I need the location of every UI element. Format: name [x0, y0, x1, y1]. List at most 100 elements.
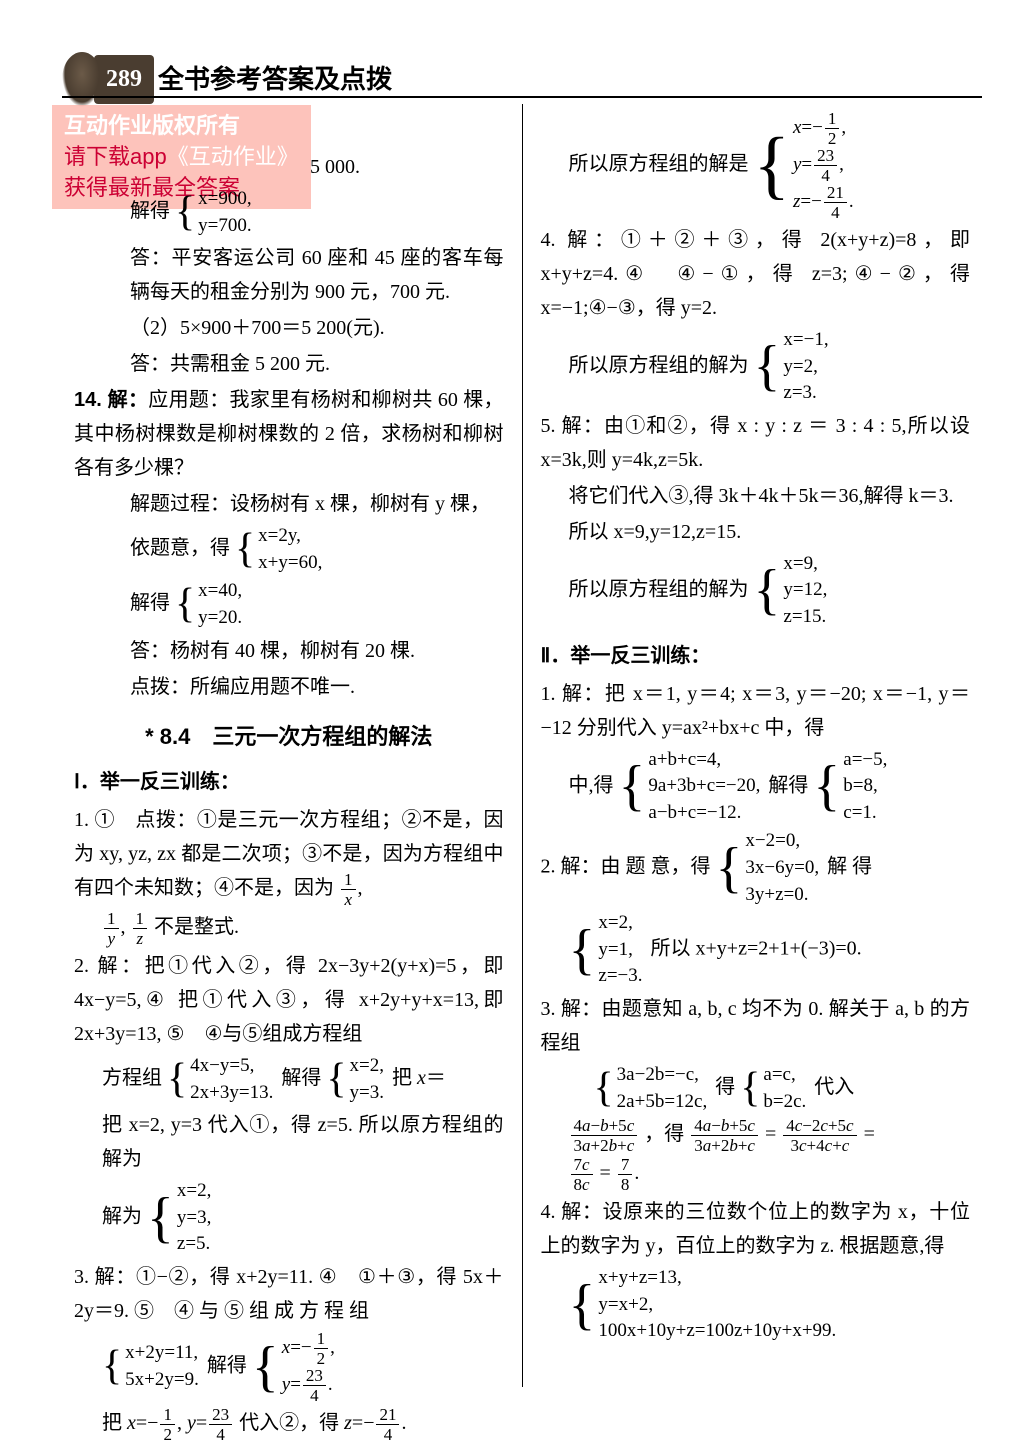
q14-d-text: 解得 [130, 593, 170, 615]
t1-3-mid: 解得 [207, 1355, 247, 1377]
t2-3b: ，得 [644, 1123, 684, 1145]
brace-row: 3x−6y=0, [745, 855, 819, 882]
brace-row: x+2y=11, [125, 1340, 199, 1367]
t2-1-braces: 中,得 { a+b+c=4, 9a+3b+c=−20, a−b+c=−12. 解… [541, 747, 971, 827]
brace-row: y=2, [783, 354, 828, 381]
t1-2a: 2. 解：把①代入②，得 2x−3y+2(y+x)=5，即 4x−y=5,④ 把… [74, 955, 504, 1045]
answer-2: 答：共需租金 5 200 元. [74, 347, 504, 381]
q14-d: 解得 { x=40, y=20. [74, 578, 504, 631]
brace-row: y=3. [350, 1080, 384, 1107]
header-badge: 289 全书参考答案及点拨 [62, 52, 392, 107]
brace-row: x=900, [198, 186, 251, 213]
brace-row: z=5. [177, 1231, 211, 1258]
r0-text: 所以原方程组的解是 [569, 153, 749, 175]
t1-3: 3. 解：①−②，得 x+2y=11. ④ ①＋③，得 5x＋2y＝9. ⑤ ④… [74, 1260, 504, 1328]
section-8-4-title: * 8.4 三元一次方程组的解法 [74, 718, 504, 755]
calc-2: （2）5×900＋700＝5 200(元). [74, 311, 504, 345]
wm-under-value: 5 000. [310, 156, 360, 178]
brace-row: 3a−2b=−c, [617, 1062, 708, 1089]
brace-row: 100x+10y+z=100z+10y+x+99. [598, 1318, 836, 1345]
t2-1-mid: 解得 [768, 774, 808, 796]
t1-1: 1. ① 点拨：①是三元一次方程组；②不是，因为 xy, yz, zx 都是二次… [74, 803, 504, 908]
brace-row: x=40, [198, 578, 242, 605]
brace-row: y=12, [783, 577, 827, 604]
r5d-text: 所以原方程组的解为 [569, 578, 749, 600]
r4b: 所以原方程组的解为 { x=−1, y=2, z=3. [541, 327, 971, 407]
brace-row: 5x+2y=9. [125, 1367, 199, 1394]
q14-f: 点拨：所编应用题不唯一. [74, 670, 504, 704]
text-under-wm: 由题意得 5 000. [74, 150, 504, 184]
train-1-title: Ⅰ．举一反三训练： [74, 765, 504, 799]
q14-e: 答：杨树有 40 棵，柳树有 20 棵. [74, 634, 504, 668]
brace-row: c=1. [843, 800, 887, 827]
t1-2: 2. 解：把①代入②，得 2x−3y+2(y+x)=5，即 4x−y=5,④ 把… [74, 949, 504, 1051]
t1-2b-text: 把 x=2, y=3 代入①，得 z=5. 所以原方程组的解为 [102, 1114, 504, 1170]
t2-3-frac: 4a−b+5c3a+2b+c ，得 4a−b+5c3a+2b+c = 4c−2c… [541, 1117, 971, 1154]
brace-row: 2a+5b=12c, [617, 1089, 708, 1116]
q14-b: 解题过程：设杨树有 x 棵，柳树有 y 棵， [74, 487, 504, 521]
right-column: 所以原方程组的解是 { x=−12, y=234, z=−214. 4. 解：①… [523, 110, 983, 1387]
brace-row: y=3, [177, 1205, 211, 1232]
t2-3-mid2: 代入 [814, 1076, 854, 1098]
brace-row: x=9, [783, 551, 827, 578]
t1-2b: 把 x=2, y=3 代入①，得 z=5. 所以原方程组的解为 [74, 1108, 504, 1176]
t2-1: 1. 解：把 x＝1, y＝4; x＝3, y＝−20; x＝−1, y＝−12… [541, 677, 971, 745]
brace-row: 2x+3y=13. [190, 1080, 273, 1107]
solve-brace-1: 解得 { x=900, y=700. [74, 186, 504, 239]
brace-row: x=2, [598, 910, 642, 937]
t2-3-braces: 的 { 3a−2b=−c, 2a+5b=12c, 得 { a=c, b=2c. … [541, 1062, 971, 1115]
r5c: 所以 x=9,y=12,z=15. [541, 515, 971, 549]
brace-row: 4x−y=5, [190, 1053, 273, 1080]
page-title: 全书参考答案及点拨 [158, 57, 392, 101]
t2-2b-text: 所以 x+y+z=2+1+(−3)=0. [651, 938, 862, 960]
brace-row: a−b+c=−12. [648, 800, 760, 827]
content-columns: 由题意得 5 000. 解得 { x=900, y=700. 答：平安客运公司 … [62, 110, 982, 1387]
t1-1b: 不是整式. [154, 916, 239, 938]
brace-row: x=−1, [783, 327, 828, 354]
brace-row: 9a+3b+c=−20, [648, 773, 760, 800]
left-column: 由题意得 5 000. 解得 { x=900, y=700. 答：平安客运公司 … [62, 110, 522, 1387]
train-2-title: Ⅱ．举一反三训练： [541, 639, 971, 673]
brace-row: z=3. [783, 380, 828, 407]
q14-c: 依题意，得 { x=2y, x+y=60, [74, 523, 504, 576]
r5d: 所以原方程组的解为 { x=9, y=12, z=15. [541, 551, 971, 631]
brace-row: a=−5, [843, 747, 887, 774]
t1-1a: 1. ① 点拨：①是三元一次方程组；②不是，因为 xy, yz, zx 都是二次… [74, 809, 504, 899]
brace-row: y=20. [198, 605, 242, 632]
t1-2-mid: 解得 [281, 1067, 321, 1089]
t2-3a: 3. 解：由题意知 a, b, c 均不为 0. 解关于 a, b 的方程组 [541, 998, 971, 1054]
t1-3-sub: 把 x=−12, y=234 代入②，得 z=−214. [74, 1406, 504, 1443]
t2-2: 2. 解：由 题 意，得 { x−2=0, 3x−6y=0, 3y+z=0. 解… [541, 828, 971, 908]
brace-row: 3y+z=0. [745, 882, 819, 909]
t2-3-result: 7c8c = 78. [541, 1156, 971, 1193]
brace-row: x−2=0, [745, 828, 819, 855]
t2-2b: { x=2, y=1, z=−3. 所以 x+y+z=2+1+(−3)=0. [541, 910, 971, 990]
r5b: 将它们代入③,得 3k＋4k＋5k＝36,解得 k＝3. [541, 479, 971, 513]
swirl-decoration [62, 52, 102, 107]
brace-row: y=x+2, [598, 1292, 836, 1319]
brace-row: a+b+c=4, [648, 747, 760, 774]
brace-row: b=2c. [763, 1089, 806, 1116]
header-rule [62, 96, 982, 98]
q14-c-text: 依题意，得 [130, 537, 230, 559]
q14-label: 14. 解： [74, 389, 148, 411]
r0: 所以原方程组的解是 { x=−12, y=234, z=−214. [541, 110, 971, 221]
brace-row: z=−3. [598, 963, 642, 990]
t2-4: 4. 解：设原来的三位数个位上的数字为 x，十位上的数字为 y，百位上的数字为 … [541, 1195, 971, 1263]
brace-row: x+y+z=13, [598, 1265, 836, 1292]
r5a: 5. 解：由①和②，得 x : y : z ＝ 3 : 4 : 5,所以设 x=… [541, 409, 971, 477]
brace-row: a=c, [763, 1062, 806, 1089]
brace-row: y=700. [198, 213, 251, 240]
t1-1-cont: 1y, 1z 不是整式. [74, 910, 504, 947]
r4a: 4. 解：①＋②＋③，得 2(x+y+z)=8，即 x+y+z=4.④ ④−①，… [541, 223, 971, 325]
t2-2a: 2. 解：由 题 意，得 [541, 856, 711, 878]
answer-1: 答：平安客运公司 60 座和 45 座的客车每辆每天的租金分别为 900 元，7… [74, 241, 504, 309]
t2-4-brace: { x+y+z=13, y=x+2, 100x+10y+z=100z+10y+x… [541, 1265, 971, 1345]
t1-2-sol: 解为 { x=2, y=3, z=5. [74, 1178, 504, 1258]
brace-row: b=8, [843, 773, 887, 800]
t1-3c: 代入②，得 [239, 1412, 339, 1434]
brace-row: z=15. [783, 604, 827, 631]
t1-3b: 把 [102, 1412, 122, 1434]
t1-3-braces: { x+2y=11, 5x+2y=9. 解得 { x=−12, y=234. [74, 1330, 504, 1404]
t2-2-mid: 解 得 [827, 856, 872, 878]
